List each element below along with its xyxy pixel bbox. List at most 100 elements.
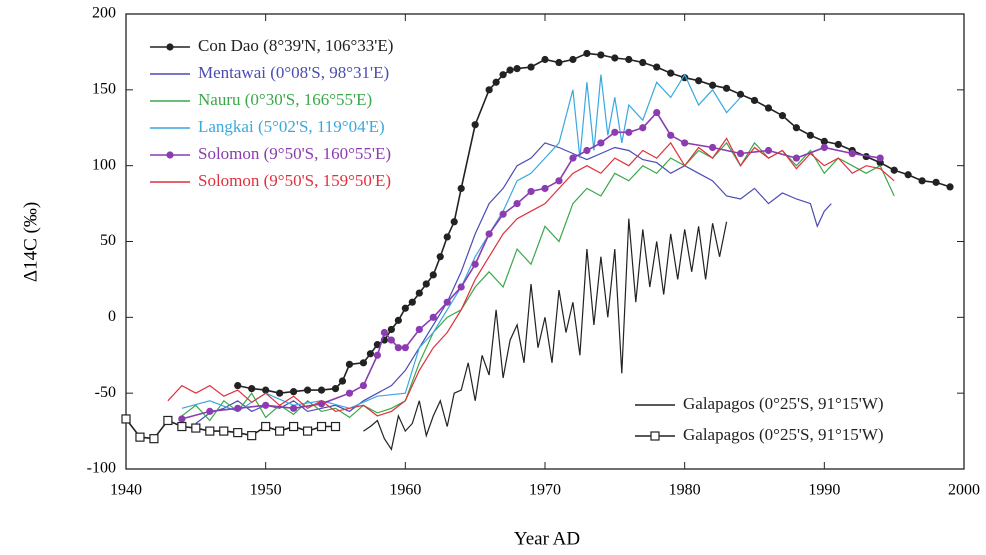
data-point xyxy=(485,86,493,94)
data-point xyxy=(932,178,940,186)
data-point xyxy=(499,71,507,79)
data-point xyxy=(890,166,898,174)
data-point xyxy=(513,65,521,73)
data-point xyxy=(290,388,298,396)
legend-label: Langkai (5°02'S, 119°04'E) xyxy=(198,117,385,136)
data-point xyxy=(764,146,773,155)
data-point xyxy=(401,344,409,352)
y-tick-label: 50 xyxy=(100,232,116,249)
data-point xyxy=(429,313,437,321)
legend-label: Nauru (0°30'S, 166°55'E) xyxy=(198,90,372,109)
data-point xyxy=(233,428,243,438)
data-point xyxy=(695,77,703,85)
data-point xyxy=(611,54,619,62)
data-point xyxy=(541,184,549,193)
data-point xyxy=(366,350,375,358)
x-tick-label: 1990 xyxy=(808,482,840,499)
data-point xyxy=(876,154,884,162)
data-point xyxy=(303,386,312,394)
data-point xyxy=(506,66,514,74)
data-point xyxy=(443,298,451,306)
series-line xyxy=(363,218,728,451)
series-line xyxy=(181,111,881,420)
data-point xyxy=(234,404,242,412)
data-point xyxy=(290,404,298,412)
data-point xyxy=(178,415,186,423)
data-point xyxy=(485,230,493,238)
data-point xyxy=(653,108,661,117)
data-point xyxy=(373,341,381,349)
y-tick-label: 150 xyxy=(92,81,116,98)
data-point xyxy=(681,139,689,147)
data-point xyxy=(583,146,591,155)
data-point xyxy=(262,386,270,394)
data-point xyxy=(778,112,787,120)
data-point xyxy=(121,414,131,424)
x-tick-label: 1960 xyxy=(389,482,421,499)
data-point xyxy=(149,434,159,444)
data-point xyxy=(191,423,201,433)
data-point xyxy=(597,139,605,147)
data-point xyxy=(205,426,215,436)
data-point xyxy=(359,359,368,367)
data-point xyxy=(499,210,507,218)
data-point xyxy=(918,177,926,185)
data-point xyxy=(289,421,299,432)
data-point xyxy=(527,63,535,71)
data-point xyxy=(820,143,828,152)
data-point xyxy=(380,328,388,337)
legend-marker xyxy=(166,151,174,159)
legend-marker xyxy=(650,431,660,441)
data-point xyxy=(247,431,257,441)
data-point xyxy=(848,149,856,158)
data-point xyxy=(625,55,633,64)
data-point xyxy=(750,96,759,105)
series-line xyxy=(167,137,895,417)
y-tick-label: 100 xyxy=(92,156,116,173)
data-point xyxy=(429,271,437,279)
data-point xyxy=(262,401,270,409)
data-point xyxy=(527,187,535,196)
data-point xyxy=(625,128,633,136)
data-point xyxy=(345,389,354,397)
data-point xyxy=(457,184,465,193)
data-point xyxy=(709,81,717,89)
data-point xyxy=(834,140,842,149)
data-point xyxy=(401,304,409,312)
data-point xyxy=(316,421,327,432)
data-point xyxy=(387,336,395,344)
data-point xyxy=(436,253,444,261)
legend-label: Con Dao (8°39'N, 106°33'E) xyxy=(198,36,393,55)
data-point xyxy=(653,63,661,71)
data-point xyxy=(667,69,675,77)
data-point xyxy=(276,389,284,397)
data-point xyxy=(583,49,591,58)
data-point xyxy=(792,154,801,162)
data-point xyxy=(555,177,563,185)
y-axis-label: Δ14C (‰) xyxy=(20,202,41,282)
data-point xyxy=(415,325,423,334)
x-axis-label: Year AD xyxy=(514,528,580,549)
data-point xyxy=(806,131,814,139)
data-point xyxy=(163,415,173,426)
data-point xyxy=(394,344,402,352)
data-point xyxy=(709,143,717,152)
data-point xyxy=(471,260,479,268)
data-point xyxy=(639,124,647,132)
data-point xyxy=(331,385,340,393)
legend-label: Mentawai (0°08'S, 98°31'E) xyxy=(198,63,389,82)
data-point xyxy=(206,407,214,415)
data-point xyxy=(667,131,675,139)
data-point xyxy=(359,381,368,390)
legend-label: Solomon (9°50'S, 160°55'E) xyxy=(198,144,391,163)
data-point xyxy=(722,84,731,92)
data-point xyxy=(135,432,145,442)
data-point xyxy=(639,58,647,67)
data-point xyxy=(764,104,773,112)
data-point xyxy=(450,218,458,226)
data-point xyxy=(330,421,341,432)
data-point xyxy=(408,298,416,306)
x-tick-label: 1940 xyxy=(110,482,142,499)
y-tick-label: -100 xyxy=(87,460,116,477)
x-tick-label: 2000 xyxy=(948,482,980,499)
